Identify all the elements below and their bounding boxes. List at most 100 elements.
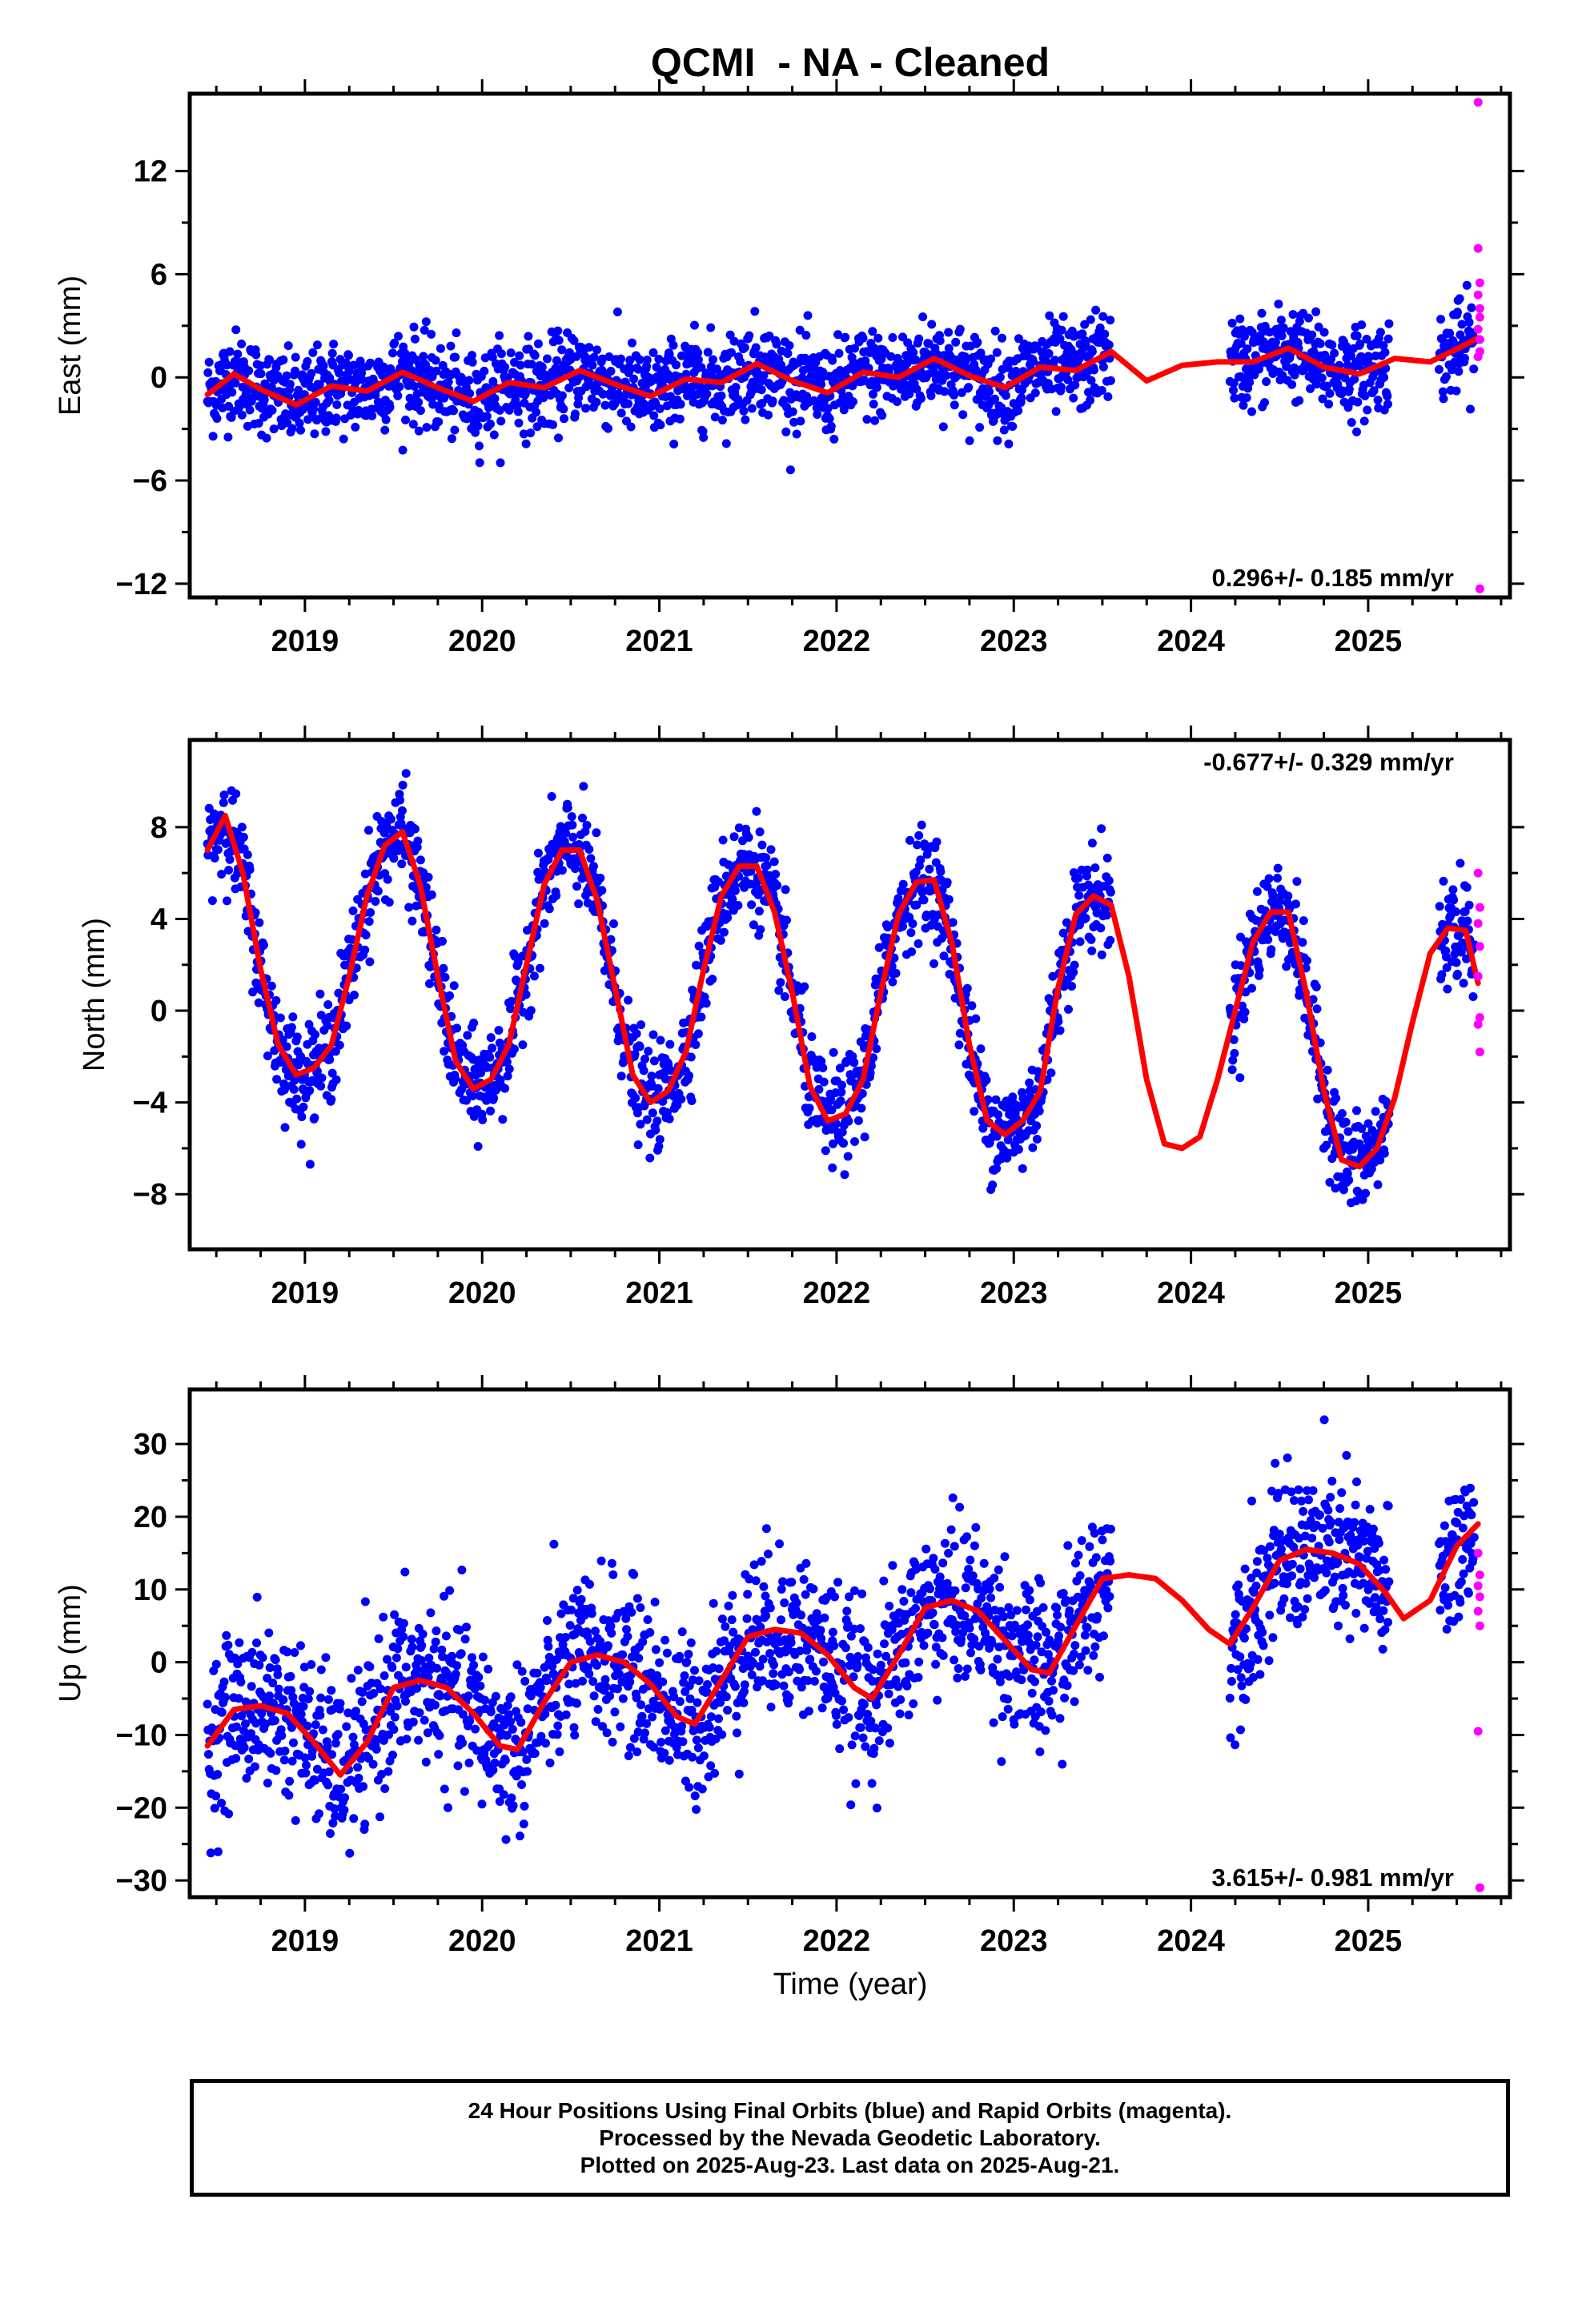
final-orbit-point [1018,1164,1027,1173]
final-orbit-point [1350,375,1359,384]
final-orbit-point [523,1767,532,1776]
final-orbit-point [488,352,497,362]
final-orbit-point [321,1653,331,1663]
final-orbit-point [913,840,922,850]
final-orbit-point [1033,1067,1042,1076]
final-orbit-point [499,1790,508,1799]
final-orbit-point [292,1094,302,1104]
final-orbit-point [610,1707,620,1717]
final-orbit-point [283,1072,293,1080]
final-orbit-point [658,1677,668,1687]
final-orbit-point [471,428,480,437]
final-orbit-point [526,1006,536,1015]
final-orbit-point [297,1112,307,1121]
final-orbit-point [1383,334,1393,344]
final-orbit-point [994,1110,1003,1120]
final-orbit-point [252,1638,261,1647]
final-orbit-point [1322,1140,1331,1150]
final-orbit-point [607,1628,616,1638]
final-orbit-point [288,1012,298,1022]
final-orbit-point [1437,970,1447,979]
plot-frame [187,738,1512,1252]
final-orbit-point [422,423,432,432]
final-orbit-point [552,891,561,900]
final-orbit-point [225,347,235,356]
final-orbit-point [530,1749,540,1758]
final-orbit-point [740,343,749,352]
final-orbit-point [387,1663,397,1672]
final-orbit-point [1466,404,1475,414]
y-tick-label: −12 [116,568,167,601]
final-orbit-point [839,405,849,415]
final-orbit-point [587,1609,596,1618]
final-orbit-point [596,1556,606,1566]
final-orbit-point [833,330,843,340]
final-orbit-point [745,331,754,340]
final-orbit-point [1436,315,1446,324]
final-orbit-point [676,400,685,409]
final-orbit-point [327,348,337,358]
final-orbit-point [1343,1169,1352,1179]
final-orbit-point [710,412,720,422]
final-orbit-point [552,356,561,365]
final-orbit-point [206,1848,215,1858]
final-orbit-point [223,896,231,906]
final-orbit-point [365,1662,375,1671]
final-orbit-point [862,415,872,424]
final-orbit-point [843,1152,853,1161]
final-orbit-point [515,1831,524,1841]
final-orbit-point [654,1141,664,1151]
final-orbit-point [420,325,429,335]
final-orbit-point [1367,1164,1376,1174]
final-orbit-point [973,338,982,347]
final-orbit-point [616,1072,626,1081]
final-orbit-point [870,416,880,425]
final-orbit-point [504,1064,514,1074]
final-orbit-point [906,928,916,938]
final-orbit-point [432,1663,442,1673]
final-orbit-point [1357,1124,1367,1133]
final-orbit-point [588,360,597,370]
final-orbit-point [438,936,447,946]
final-orbit-point [954,1040,964,1050]
final-orbit-point [385,403,395,412]
final-orbit-point [944,344,954,353]
rapid-orbit-point [1475,584,1484,593]
final-orbit-point [1004,439,1014,448]
final-orbit-point [572,1699,581,1708]
final-orbit-point [1081,340,1090,349]
final-orbit-point [275,1013,285,1023]
final-orbit-point [366,358,375,368]
final-orbit-point [1464,900,1474,910]
final-orbit-point [1082,865,1092,875]
final-orbit-point [769,857,779,866]
final-orbit-point [541,1739,550,1748]
final-orbit-point [312,340,322,350]
final-orbit-point [1453,969,1462,979]
final-orbit-point [489,1093,499,1103]
final-orbit-point [515,351,524,360]
final-orbit-point [323,1000,333,1009]
final-orbit-point [1097,824,1106,834]
final-orbit-point [636,1700,646,1710]
final-orbit-point [606,935,616,944]
final-orbit-point [697,1012,706,1022]
final-orbit-point [245,865,255,875]
final-orbit-point [389,1725,399,1734]
x-tick-label: 2019 [271,1277,339,1310]
final-orbit-point [1055,1026,1065,1035]
final-orbit-point [432,1626,441,1635]
final-orbit-point [393,391,403,400]
final-orbit-point [1103,392,1113,401]
final-orbit-point [471,1724,480,1734]
final-orbit-point [817,1056,826,1066]
final-orbit-point [699,432,709,442]
final-orbit-point [462,1622,471,1632]
final-orbit-point [604,424,612,433]
final-orbit-point [1355,340,1365,348]
final-orbit-point [917,394,926,404]
final-orbit-point [342,1722,351,1731]
final-orbit-point [1273,874,1282,883]
final-orbit-point [476,1068,486,1078]
final-orbit-point [440,1784,449,1794]
